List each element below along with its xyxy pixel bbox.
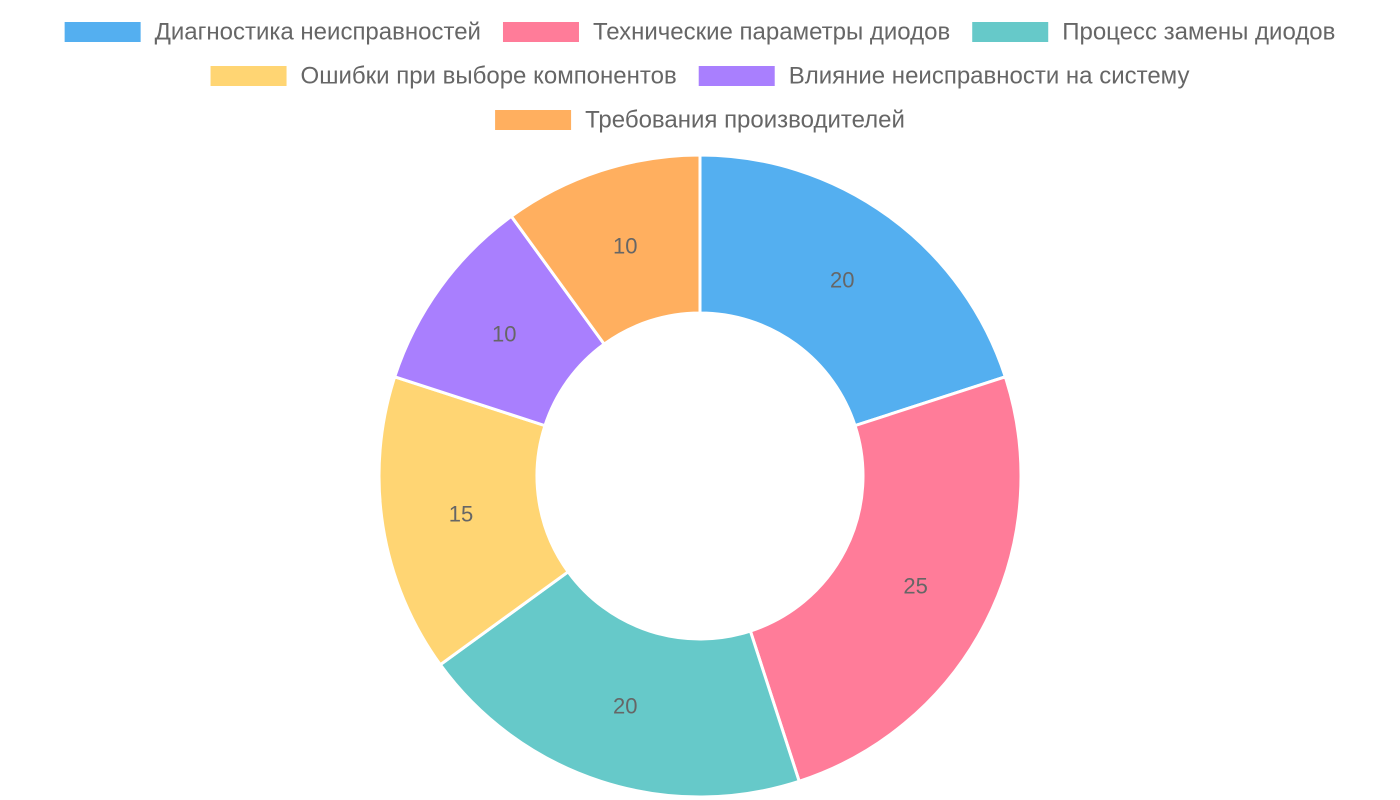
slice-data-label: 20 bbox=[613, 694, 637, 719]
legend-label: Ошибки при выборе компонентов bbox=[301, 63, 677, 90]
legend-label: Процесс замены диодов bbox=[1062, 19, 1335, 46]
legend-swatch bbox=[64, 22, 141, 42]
legend-swatch bbox=[495, 110, 572, 130]
legend-swatch bbox=[502, 22, 579, 42]
slice-data-label: 25 bbox=[903, 573, 927, 598]
legend-label: Влияние неисправности на систему bbox=[789, 63, 1190, 90]
legend-swatch bbox=[972, 22, 1049, 42]
legend-item[interactable]: Ошибки при выборе компонентов bbox=[210, 63, 677, 90]
doughnut-slice[interactable] bbox=[377, 374, 571, 667]
slice-data-label: 10 bbox=[492, 321, 516, 346]
legend-item[interactable]: Влияние неисправности на систему bbox=[698, 63, 1190, 90]
doughnut-slice[interactable] bbox=[748, 374, 1023, 784]
legend-item[interactable]: Технические параметры диодов bbox=[502, 19, 950, 46]
legend-swatch bbox=[698, 66, 775, 86]
slice-data-label: 20 bbox=[830, 268, 854, 293]
legend-label: Технические параметры диодов bbox=[593, 19, 950, 46]
chart-slices bbox=[377, 153, 1023, 799]
legend-label: Требования производителей bbox=[585, 107, 905, 134]
slice-data-label: 15 bbox=[449, 501, 473, 526]
legend-item[interactable]: Требования производителей bbox=[495, 107, 905, 134]
legend-item[interactable]: Процесс замены диодов bbox=[972, 19, 1335, 46]
legend-item[interactable]: Диагностика неисправностей bbox=[64, 19, 481, 46]
chart-legend: Диагностика неисправностей Технические па… bbox=[64, 19, 1335, 134]
doughnut-slice[interactable] bbox=[509, 153, 702, 347]
legend-label: Диагностика неисправностей bbox=[155, 19, 481, 46]
legend-swatch bbox=[210, 66, 287, 86]
doughnut-slice[interactable] bbox=[698, 153, 1008, 428]
slice-data-label: 10 bbox=[613, 233, 637, 258]
chart-data-labels: 20 25 20 15 10 10 bbox=[449, 233, 928, 718]
doughnut-slice[interactable] bbox=[438, 569, 802, 799]
